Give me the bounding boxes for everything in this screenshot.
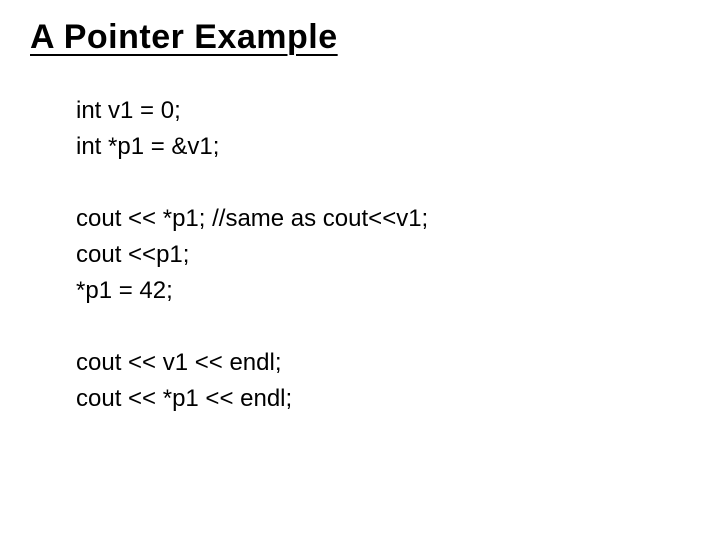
slide: A Pointer Example int v1 = 0; int *p1 = …	[0, 0, 720, 540]
slide-title: A Pointer Example	[30, 18, 692, 57]
code-line: cout << v1 << endl;	[76, 345, 692, 381]
code-line: *p1 = 42;	[76, 273, 692, 309]
code-line: cout << *p1 << endl;	[76, 381, 692, 417]
code-block: int v1 = 0; int *p1 = &v1; cout << *p1; …	[76, 93, 692, 417]
code-line: cout << *p1; //same as cout<<v1;	[76, 201, 692, 237]
code-line: int *p1 = &v1;	[76, 129, 692, 165]
blank-gap	[76, 309, 692, 345]
code-line: cout <<p1;	[76, 237, 692, 273]
code-line: int v1 = 0;	[76, 93, 692, 129]
blank-gap	[76, 165, 692, 201]
